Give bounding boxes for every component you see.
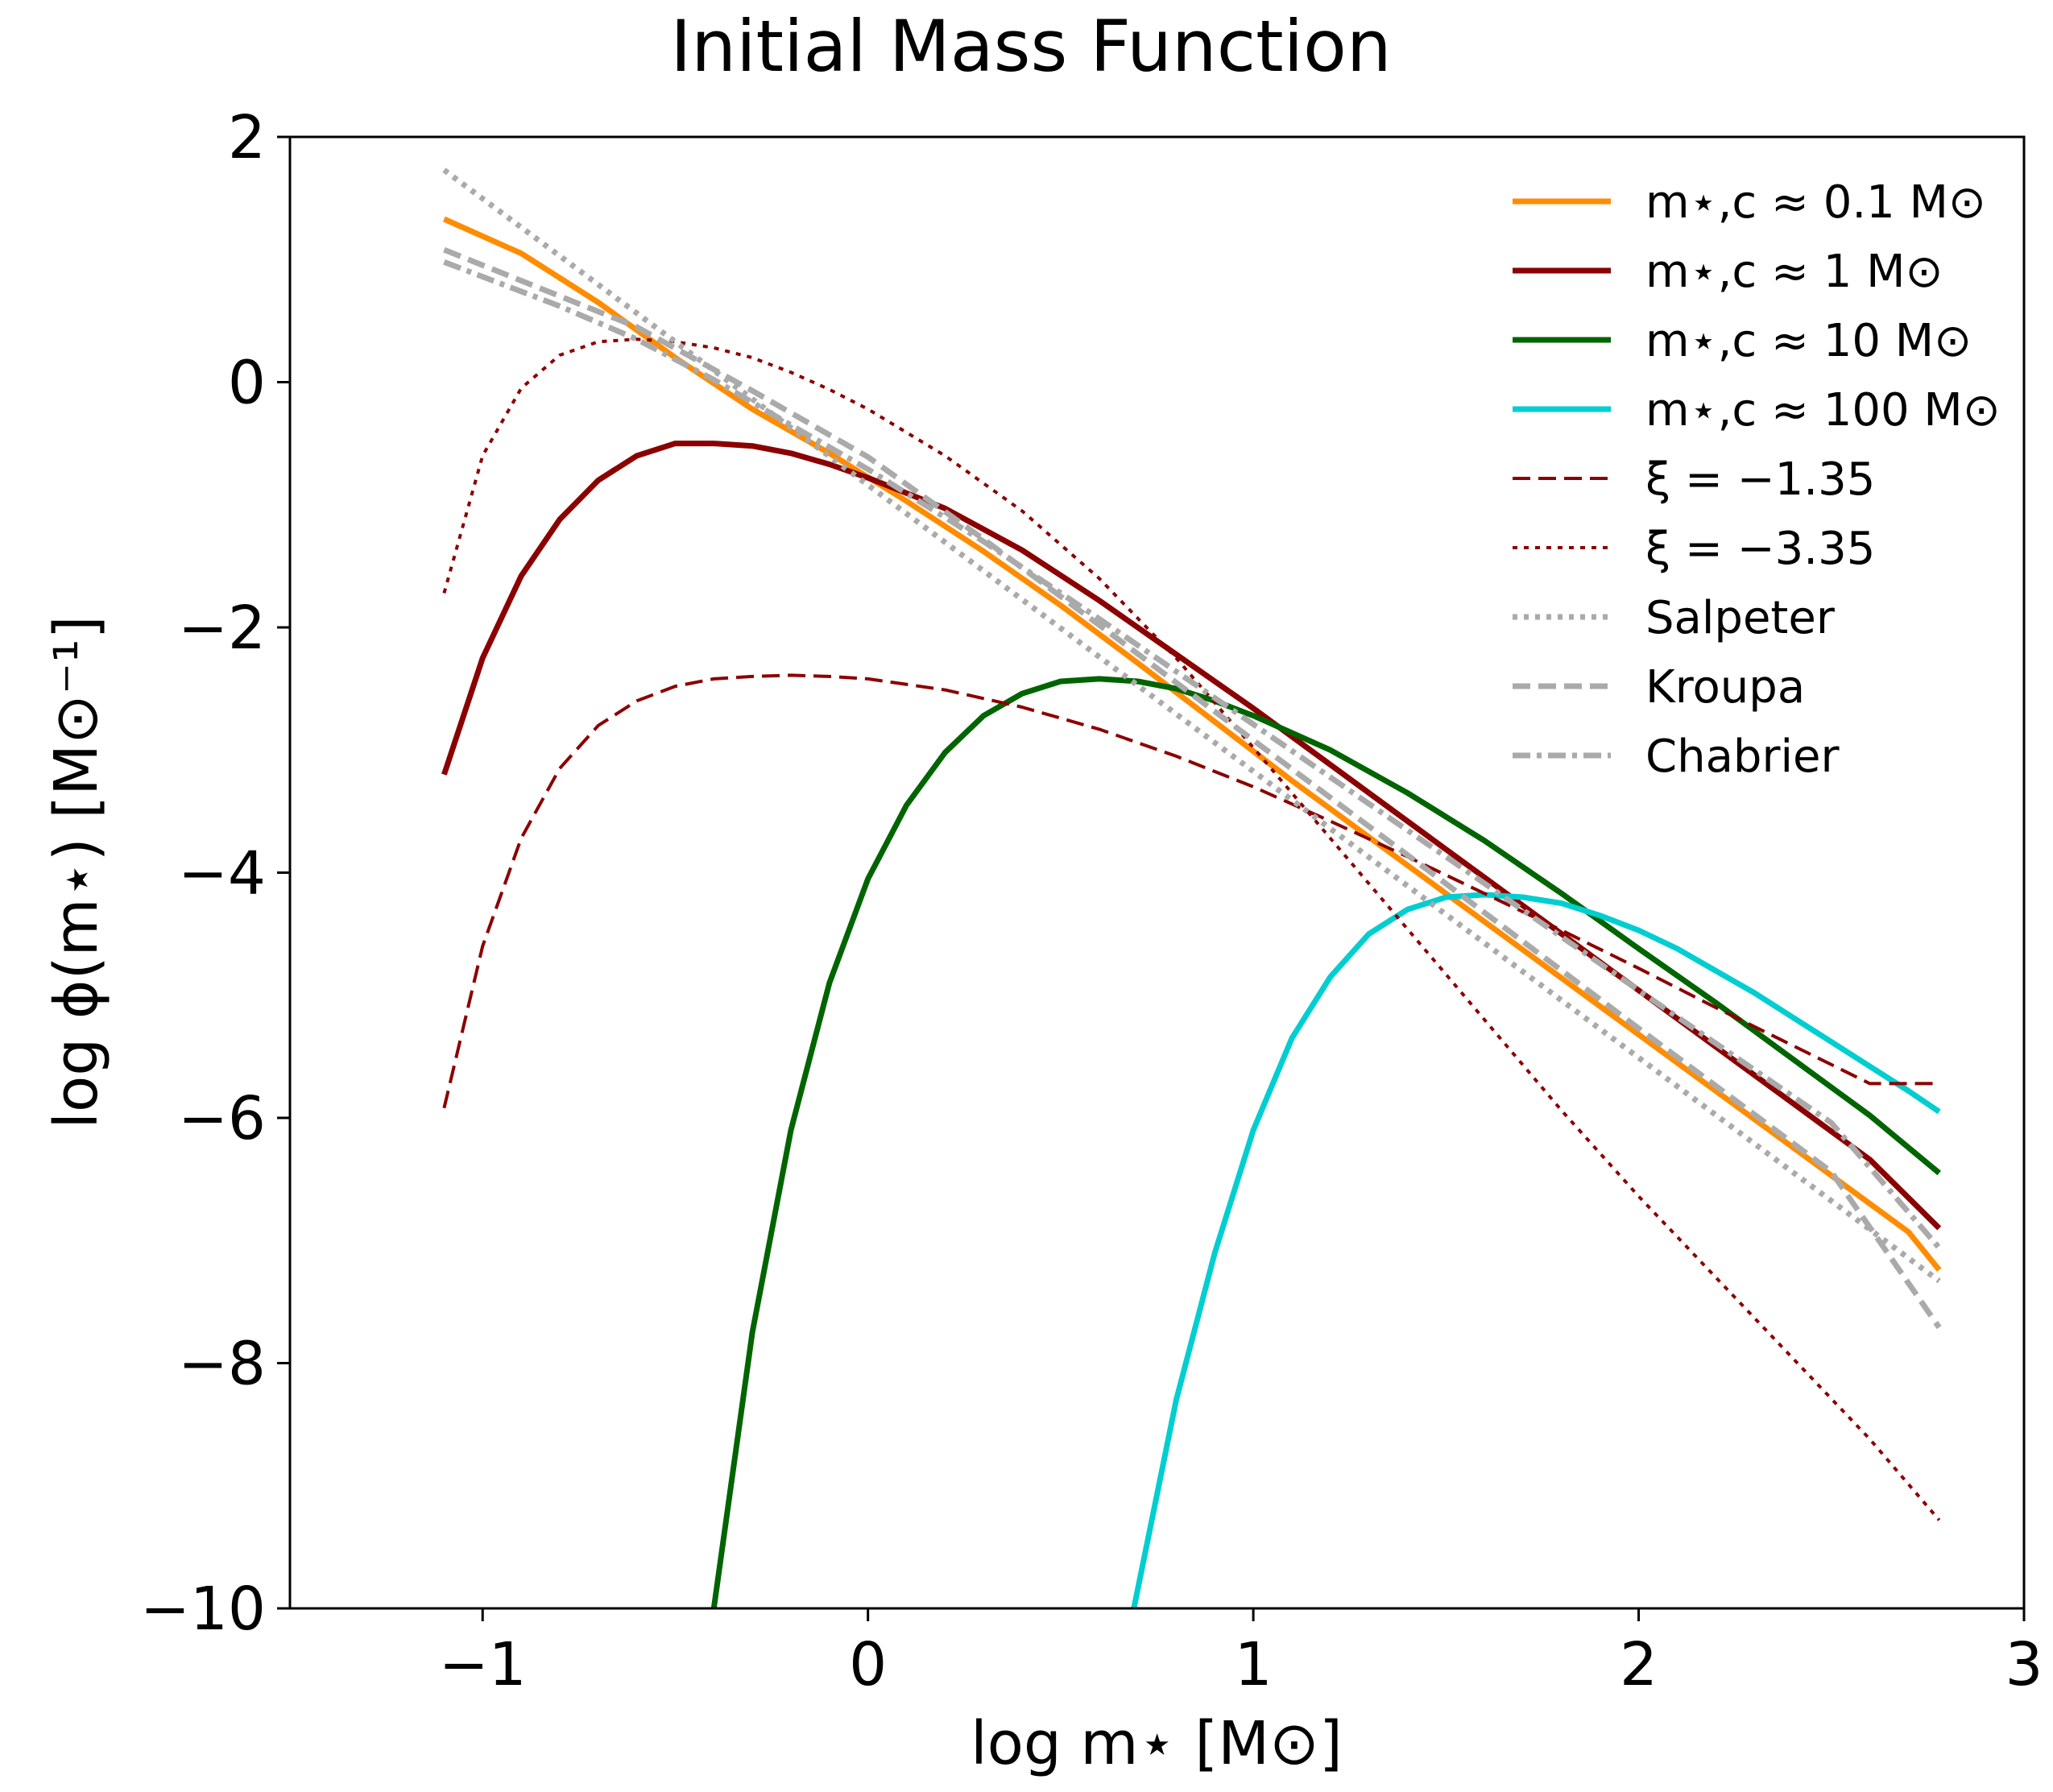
y-tick-label: 0 — [228, 349, 266, 418]
legend-label-6: Salpeter — [1645, 592, 1836, 644]
y-axis-label: log ϕ(m⋆) [M⊙⁻¹] — [42, 615, 111, 1128]
legend-label-4: ξ = −1.35 — [1645, 453, 1875, 506]
x-tick-label: 0 — [849, 1630, 887, 1699]
legend-label-0: m⋆,c ≈ 0.1 M⊙ — [1645, 176, 1986, 229]
y-tick-label: −2 — [178, 594, 266, 663]
legend-label-2: m⋆,c ≈ 10 M⊙ — [1645, 315, 1972, 367]
series-line-2 — [710, 676, 1941, 1608]
series-line-7 — [443, 246, 1942, 1330]
series-line-8 — [443, 259, 1942, 1250]
x-axis-label: log m⋆ [M⊙] — [971, 1709, 1343, 1778]
x-tick-label: 1 — [1235, 1630, 1273, 1699]
legend-label-8: Chabrier — [1645, 730, 1840, 783]
y-tick-label: 2 — [228, 103, 266, 172]
chart-title: Initial Mass Function — [670, 5, 1391, 88]
series-line-5 — [442, 337, 1941, 1521]
x-axis: −1 0 1 2 3 — [439, 1608, 2043, 1699]
x-tick-label: 2 — [1620, 1630, 1658, 1699]
y-tick-label: −10 — [140, 1575, 266, 1644]
series-line-0 — [442, 216, 1942, 1273]
y-tick-label: −8 — [178, 1330, 266, 1399]
legend-label-5: ξ = −3.35 — [1645, 523, 1875, 575]
legend-label-1: m⋆,c ≈ 1 M⊙ — [1645, 246, 1943, 298]
legend-label-3: m⋆,c ≈ 100 M⊙ — [1645, 384, 2001, 437]
legend-label-7: Kroupa — [1645, 661, 1805, 714]
legend: m⋆,c ≈ 0.1 M⊙ m⋆,c ≈ 1 M⊙ m⋆,c ≈ 10 M⊙ m⋆,c… — [1513, 176, 2001, 783]
x-tick-label: −1 — [439, 1630, 527, 1699]
plot-lines — [441, 168, 1942, 1608]
series-line-3 — [1131, 892, 1941, 1608]
y-axis: −10 −8 −6 −4 −2 0 2 — [140, 103, 290, 1644]
x-tick-label: 3 — [2005, 1630, 2043, 1699]
y-tick-label: −6 — [178, 1084, 266, 1153]
y-tick-label: −4 — [178, 839, 266, 908]
series-line-4 — [442, 673, 1939, 1109]
